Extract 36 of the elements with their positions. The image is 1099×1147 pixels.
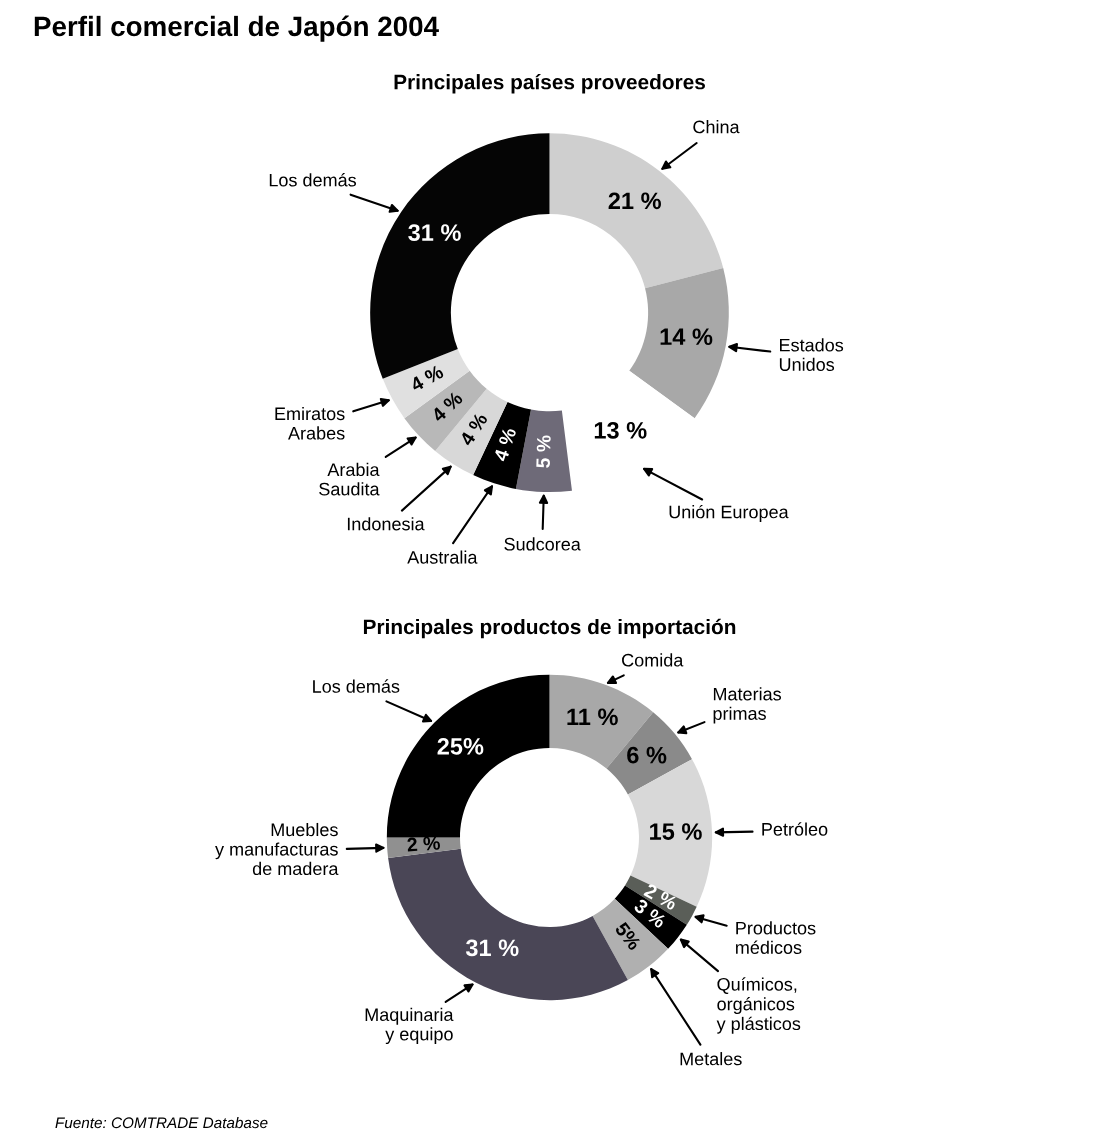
slice-label: Sudcorea (504, 537, 581, 551)
slice-label: Productos médicos (736, 921, 816, 954)
slice-label: Los demás (269, 173, 357, 187)
data-label: 31 % (408, 224, 461, 241)
slice-label: Materias primas (713, 687, 782, 724)
data-label: 21 % (608, 192, 661, 210)
slice-label: China (693, 120, 740, 134)
data-label: 5% (614, 921, 642, 952)
slice-label: Indonesia (347, 517, 425, 531)
chart-subtitle: Principales países proveedores (394, 73, 705, 94)
data-label: 14 % (660, 328, 713, 346)
slice-label: Petróleo (762, 822, 828, 836)
data-label: 6 % (627, 746, 667, 764)
data-label: 31 % (465, 939, 519, 957)
slice-label: Maquinaria y equipo (365, 1007, 454, 1045)
data-label: 13 % (594, 421, 647, 439)
slice-label: Australia (407, 550, 478, 564)
data-label: 15 % (650, 823, 702, 840)
slice-label: Emiratos Arabes (275, 406, 345, 440)
data-label: 4 % (493, 426, 517, 463)
source-note: Fuente: COMTRADE Database (55, 1116, 268, 1129)
slice-label: Unión Europea (669, 504, 789, 522)
slice-label: Comida (622, 653, 684, 667)
data-label: 2 % (407, 835, 441, 852)
slice-label: Metales (680, 1052, 742, 1066)
data-label: 25% (437, 738, 484, 755)
slice-label: Químicos, orgánicos y plásticos (716, 977, 801, 1034)
slice-label: Arabia Saudita (319, 462, 380, 496)
data-label: 5 % (536, 435, 551, 468)
slice-label: Muebles y manufacturas de madera (215, 822, 339, 876)
chart-title: Perfil comercial de Japón 2004 (34, 15, 439, 42)
data-label: 4 % (409, 364, 445, 393)
data-label: 11 % (567, 708, 618, 726)
slice-label: Los demás (313, 679, 400, 693)
chart-title: Principales productos de importación (363, 618, 736, 639)
slice-label: Estados Unidos (779, 338, 844, 371)
